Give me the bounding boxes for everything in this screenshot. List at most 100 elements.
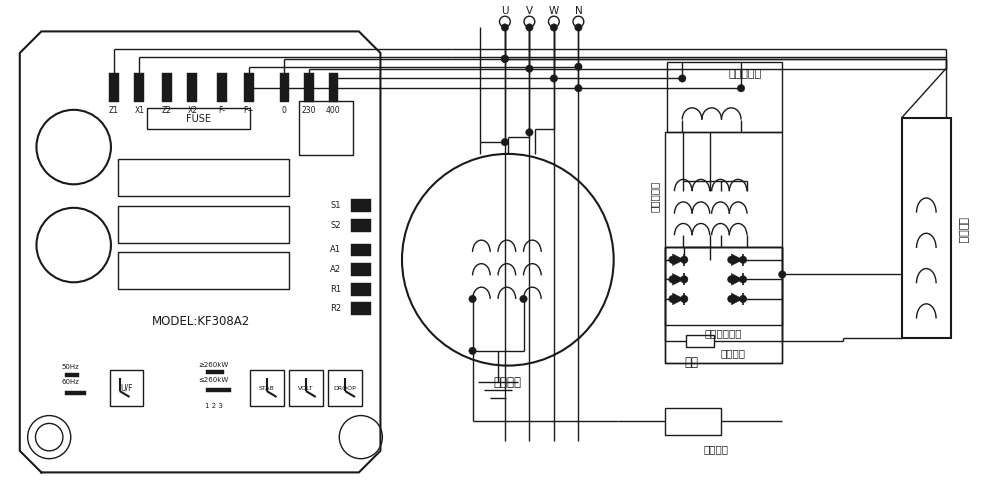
Bar: [351, 219, 371, 232]
Text: 60Hz: 60Hz: [62, 379, 80, 385]
Bar: [65, 391, 86, 395]
Bar: [109, 73, 119, 102]
Bar: [187, 73, 197, 102]
Text: Z1: Z1: [109, 106, 119, 115]
Bar: [328, 370, 362, 406]
Bar: [134, 73, 144, 102]
Bar: [328, 73, 338, 102]
Text: 转子: 转子: [684, 356, 698, 369]
Bar: [351, 283, 371, 296]
Bar: [304, 73, 314, 102]
Bar: [217, 73, 227, 102]
Circle shape: [669, 256, 676, 263]
Text: Z2: Z2: [162, 106, 172, 115]
Bar: [118, 206, 289, 243]
Circle shape: [575, 85, 582, 92]
Text: U: U: [501, 6, 509, 16]
Bar: [147, 108, 250, 129]
Bar: [299, 101, 353, 155]
Circle shape: [526, 129, 533, 136]
Circle shape: [469, 347, 476, 354]
Text: MODEL:KF308A2: MODEL:KF308A2: [152, 315, 250, 328]
Circle shape: [550, 24, 558, 31]
Bar: [244, 73, 254, 102]
Text: S1: S1: [331, 201, 341, 210]
Circle shape: [737, 85, 745, 92]
Circle shape: [549, 16, 559, 27]
Text: N: N: [575, 6, 582, 16]
Text: 50Hz: 50Hz: [62, 363, 80, 370]
Circle shape: [679, 75, 686, 82]
Bar: [250, 370, 284, 406]
Polygon shape: [731, 293, 743, 305]
Bar: [665, 247, 782, 363]
Text: 压敏电阵: 压敏电阵: [721, 348, 746, 358]
Bar: [351, 244, 371, 256]
Bar: [351, 302, 371, 315]
Circle shape: [575, 24, 582, 31]
Bar: [351, 263, 371, 276]
Circle shape: [728, 276, 735, 283]
Text: 主机定子: 主机定子: [494, 376, 522, 389]
Polygon shape: [672, 273, 684, 285]
Text: 测速装置: 测速装置: [703, 444, 728, 454]
Text: ≥260kW: ≥260kW: [199, 362, 229, 368]
Circle shape: [728, 295, 735, 302]
Circle shape: [501, 24, 509, 31]
Bar: [665, 132, 782, 363]
Polygon shape: [672, 254, 684, 266]
Circle shape: [501, 55, 509, 62]
Text: X2: X2: [187, 106, 197, 115]
Circle shape: [526, 24, 533, 31]
Polygon shape: [731, 254, 743, 266]
Bar: [902, 118, 951, 338]
Circle shape: [526, 65, 533, 72]
Text: 0: 0: [282, 106, 287, 115]
Text: 旋转整流模块: 旋转整流模块: [705, 328, 742, 338]
Text: DROOP: DROOP: [334, 386, 357, 391]
Circle shape: [681, 256, 688, 263]
Text: R2: R2: [330, 304, 341, 313]
Text: ≤260kW: ≤260kW: [199, 377, 229, 383]
Text: S2: S2: [331, 221, 341, 230]
Text: 1 2 3: 1 2 3: [205, 403, 223, 409]
Polygon shape: [731, 273, 743, 285]
Text: VOLT: VOLT: [298, 386, 314, 391]
Circle shape: [524, 16, 535, 27]
Text: A1: A1: [330, 246, 341, 254]
Text: STAB: STAB: [259, 386, 275, 391]
Circle shape: [500, 16, 510, 27]
Circle shape: [681, 295, 688, 302]
Circle shape: [501, 139, 509, 146]
Text: X1: X1: [134, 106, 144, 115]
Text: 励磁机转子: 励磁机转子: [650, 180, 660, 212]
Circle shape: [669, 295, 676, 302]
Circle shape: [728, 256, 735, 263]
Circle shape: [739, 256, 747, 263]
Circle shape: [501, 55, 509, 62]
Bar: [110, 370, 143, 406]
Bar: [351, 199, 371, 212]
Text: F+: F+: [244, 106, 254, 115]
Circle shape: [550, 75, 558, 82]
Bar: [289, 370, 323, 406]
Circle shape: [573, 16, 584, 27]
Bar: [665, 408, 721, 435]
Text: 400: 400: [326, 106, 341, 115]
Bar: [118, 252, 289, 289]
Text: R1: R1: [330, 285, 341, 294]
Bar: [206, 370, 224, 374]
Text: W: W: [549, 6, 559, 16]
Bar: [665, 247, 782, 325]
Text: 辅助绕组: 辅助绕组: [958, 217, 968, 244]
Text: V: V: [526, 6, 533, 16]
Text: FUSE: FUSE: [186, 114, 211, 124]
Bar: [162, 73, 172, 102]
Bar: [280, 73, 289, 102]
Circle shape: [779, 271, 786, 278]
Text: 230: 230: [302, 106, 316, 115]
Bar: [118, 159, 289, 196]
Bar: [667, 62, 782, 132]
Circle shape: [469, 295, 476, 302]
Text: F-: F-: [218, 106, 225, 115]
